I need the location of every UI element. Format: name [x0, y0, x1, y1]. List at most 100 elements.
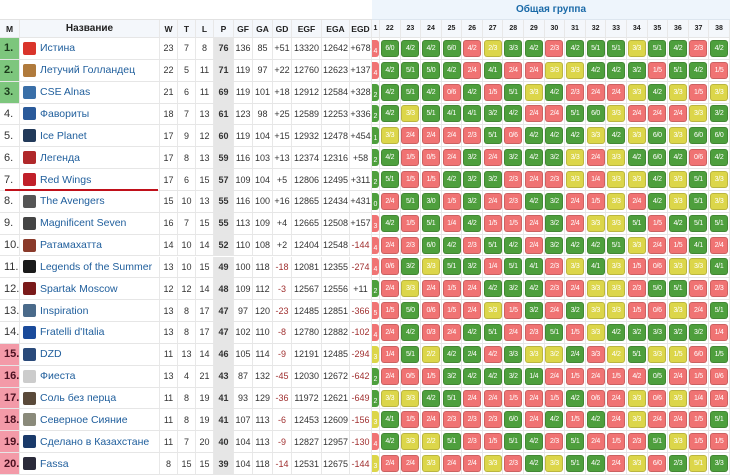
result-badge[interactable]: 5/1 — [586, 39, 605, 57]
result-badge[interactable]: 2/2 — [421, 433, 440, 451]
result-badge[interactable]: 0/6 — [421, 302, 440, 320]
result-badge[interactable]: 2/3 — [524, 323, 543, 341]
result-badge[interactable]: 1/5 — [442, 192, 461, 210]
result-badge[interactable]: 3/2 — [689, 323, 708, 341]
result-badge[interactable]: 4/2 — [524, 39, 543, 57]
result-badge[interactable]: 4/2 — [668, 149, 687, 167]
result-badge[interactable]: 4/2 — [668, 39, 687, 57]
result-badge-partial[interactable]: 4 — [372, 258, 379, 276]
result-badge[interactable]: 1/5 — [648, 214, 667, 232]
result-badge[interactable]: 5/1 — [504, 433, 523, 451]
result-badge[interactable]: 2/4 — [524, 236, 543, 254]
result-badge[interactable]: 1/5 — [401, 214, 420, 232]
result-badge[interactable]: 5/1 — [380, 171, 399, 189]
result-badge[interactable]: 2/3 — [545, 258, 564, 276]
team-name[interactable]: The Avengers — [40, 195, 105, 208]
result-badge[interactable]: 2/4 — [607, 389, 626, 407]
result-badge[interactable]: 4/2 — [545, 127, 564, 145]
result-badge[interactable]: 3/3 — [586, 302, 605, 320]
column-header-p[interactable]: P — [214, 20, 234, 37]
result-badge-partial[interactable]: 2 — [372, 367, 379, 385]
result-badge[interactable]: 4/2 — [401, 39, 420, 57]
result-badge[interactable]: 3/3 — [627, 455, 646, 473]
team-name[interactable]: CSE Alnas — [40, 86, 91, 99]
result-badge[interactable]: 1/5 — [689, 83, 708, 101]
result-badge-partial[interactable]: 4 — [372, 39, 379, 57]
result-badge[interactable]: 2/4 — [524, 171, 543, 189]
result-badge[interactable]: 2/4 — [586, 149, 605, 167]
result-badge-partial[interactable]: 3 — [372, 411, 379, 429]
result-badge[interactable]: 3/3 — [566, 61, 584, 79]
result-badge[interactable]: 4/2 — [380, 83, 399, 101]
result-badge[interactable]: 2/4 — [483, 389, 502, 407]
result-badge[interactable]: 2/4 — [442, 455, 461, 473]
result-badge[interactable]: 5/1 — [607, 236, 626, 254]
result-badge[interactable]: 4/1 — [463, 105, 482, 123]
result-badge[interactable]: 2/3 — [689, 39, 708, 57]
result-badge-partial[interactable]: 4 — [372, 236, 379, 254]
result-badge[interactable]: 3/2 — [627, 61, 646, 79]
result-badge[interactable]: 5/1 — [483, 323, 502, 341]
result-badge-partial[interactable]: 3 — [372, 345, 379, 363]
team-name-link[interactable]: Фавориты — [20, 103, 160, 125]
result-badge-partial[interactable]: 0 — [372, 192, 379, 210]
result-badge[interactable]: 1/5 — [442, 302, 461, 320]
result-badge[interactable]: 1/4 — [380, 345, 399, 363]
result-badge[interactable]: 0/6 — [648, 258, 667, 276]
result-badge-partial[interactable]: 2 — [372, 105, 379, 123]
result-badge[interactable]: 3/3 — [648, 345, 667, 363]
result-badge[interactable]: 2/3 — [483, 39, 502, 57]
result-badge[interactable]: 2/4 — [380, 236, 399, 254]
result-badge[interactable]: 4/2 — [504, 236, 523, 254]
result-badge[interactable]: 4/2 — [710, 149, 729, 167]
result-badge[interactable]: 1/5 — [442, 280, 461, 298]
result-badge[interactable]: 1/5 — [504, 389, 523, 407]
team-name-link[interactable]: Legends of the Summer — [20, 256, 160, 278]
result-badge[interactable]: 2/4 — [586, 83, 605, 101]
result-badge[interactable]: 2/4 — [586, 367, 605, 385]
result-badge[interactable]: 4/2 — [586, 236, 605, 254]
result-badge[interactable]: 5/1 — [627, 345, 646, 363]
result-badge[interactable]: 3/3 — [607, 214, 626, 232]
result-badge[interactable]: 1/4 — [524, 367, 543, 385]
team-name[interactable]: Legends of the Summer — [40, 260, 153, 273]
team-name-link[interactable]: Fassa — [20, 453, 160, 474]
table-row[interactable]: 9. Magnificent Seven 16 7 15 55 113 109 +4 12665 1… — [0, 212, 730, 235]
result-badge[interactable]: 3/3 — [668, 192, 687, 210]
column-header-ega[interactable]: EGA — [322, 20, 350, 37]
team-name[interactable]: Соль без перца — [40, 392, 117, 405]
result-badge-partial[interactable]: 2 — [372, 83, 379, 101]
result-badge[interactable]: 2/4 — [524, 105, 543, 123]
result-badge[interactable]: 6/0 — [689, 345, 708, 363]
result-badge[interactable]: 4/2 — [442, 345, 461, 363]
column-header-l[interactable]: L — [196, 20, 214, 37]
result-badge[interactable]: 3/3 — [668, 258, 687, 276]
table-row[interactable]: 6. Легенда 17 8 13 59 116 103 +13 12374 12316 +58 2 4… — [0, 147, 730, 170]
result-badge[interactable]: 5/1 — [401, 192, 420, 210]
result-badge[interactable]: 4/2 — [524, 127, 543, 145]
result-badge[interactable]: 4/2 — [545, 83, 564, 101]
result-badge[interactable]: 3/2 — [504, 280, 523, 298]
result-badge[interactable]: 2/3 — [545, 171, 564, 189]
team-name[interactable]: Фиеста — [40, 370, 76, 383]
result-badge[interactable]: 3/3 — [627, 389, 646, 407]
team-name[interactable]: DZD — [40, 348, 62, 361]
result-badge[interactable]: 2/3 — [545, 433, 564, 451]
result-badge[interactable]: 4/2 — [380, 149, 399, 167]
result-badge[interactable]: 6/0 — [586, 105, 605, 123]
result-badge[interactable]: 2/3 — [545, 280, 564, 298]
result-badge[interactable]: 3/3 — [607, 258, 626, 276]
result-badge[interactable]: 4/2 — [566, 127, 584, 145]
result-badge[interactable]: 5/0 — [421, 61, 440, 79]
result-badge[interactable]: 3/2 — [463, 192, 482, 210]
result-badge[interactable]: 0/6 — [504, 127, 523, 145]
result-badge[interactable]: 2/4 — [524, 411, 543, 429]
result-badge[interactable]: 5/1 — [401, 61, 420, 79]
result-badge-partial[interactable]: 4 — [372, 433, 379, 451]
result-badge[interactable]: 2/4 — [380, 323, 399, 341]
result-badge[interactable]: 4/2 — [421, 39, 440, 57]
result-badge[interactable]: 4/2 — [380, 105, 399, 123]
result-badge[interactable]: 5/1 — [689, 214, 708, 232]
result-badge[interactable]: 3/3 — [668, 83, 687, 101]
result-badge[interactable]: 2/4 — [442, 149, 461, 167]
